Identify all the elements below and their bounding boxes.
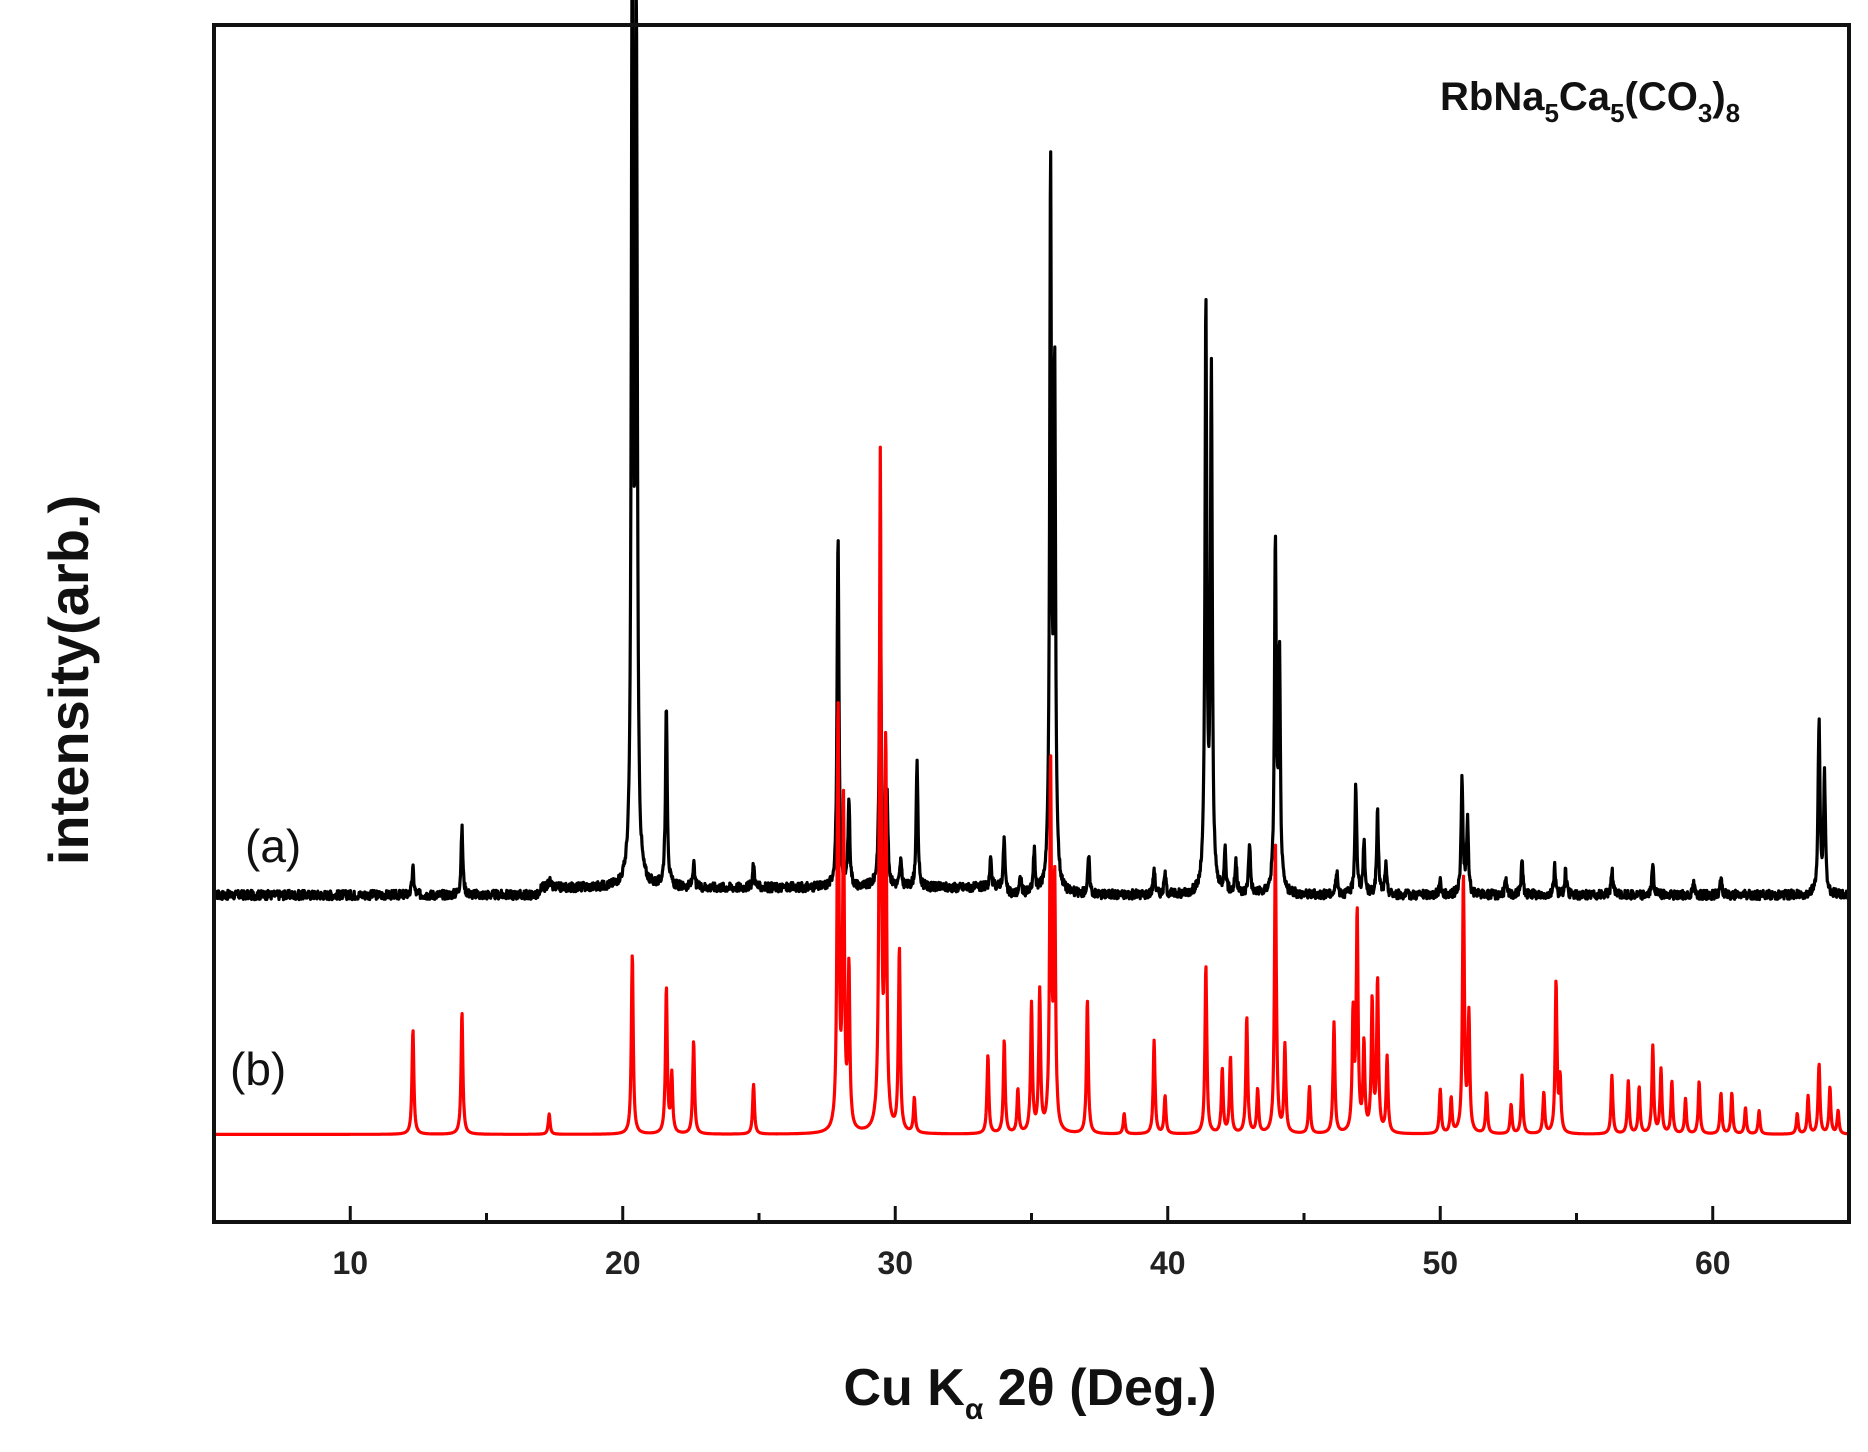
formula-text: RbNa [1440, 75, 1545, 119]
formula-text: ) [1712, 75, 1725, 119]
x-axis-title-sub: α [965, 1393, 984, 1426]
series-b-line [212, 445, 1851, 1136]
y-axis-title: intensity(arb.) [37, 495, 100, 865]
formula-subscript: 5 [1610, 98, 1624, 128]
formula-subscript: 3 [1698, 98, 1712, 128]
compound-formula: RbNa5Ca5(CO3)8 [1440, 75, 1740, 128]
x-tick-label: 40 [1150, 1245, 1186, 1281]
series-layer [212, 0, 1851, 1136]
series-label-a: (a) [245, 820, 301, 872]
x-axis-title: Cu Kα 2θ (Deg.) [843, 1359, 1216, 1426]
series-label-b: (b) [230, 1043, 286, 1095]
x-tick-label: 30 [877, 1245, 913, 1281]
x-tick-label: 10 [332, 1245, 368, 1281]
x-tick-label: 50 [1422, 1245, 1458, 1281]
series-a-line [212, 0, 1851, 902]
x-axis-title-rest: 2θ (Deg.) [983, 1359, 1216, 1417]
formula-text: (CO [1625, 75, 1698, 119]
formula-text: Ca [1559, 75, 1611, 119]
x-axis-ticks: 10 20 30 40 50 60 [212, 1206, 1851, 1281]
x-tick-label: 60 [1695, 1245, 1731, 1281]
x-axis-title-main: Cu K [843, 1359, 965, 1417]
x-tick-label: 20 [605, 1245, 641, 1281]
formula-subscript: 5 [1544, 98, 1558, 128]
formula-subscript: 8 [1726, 98, 1740, 128]
